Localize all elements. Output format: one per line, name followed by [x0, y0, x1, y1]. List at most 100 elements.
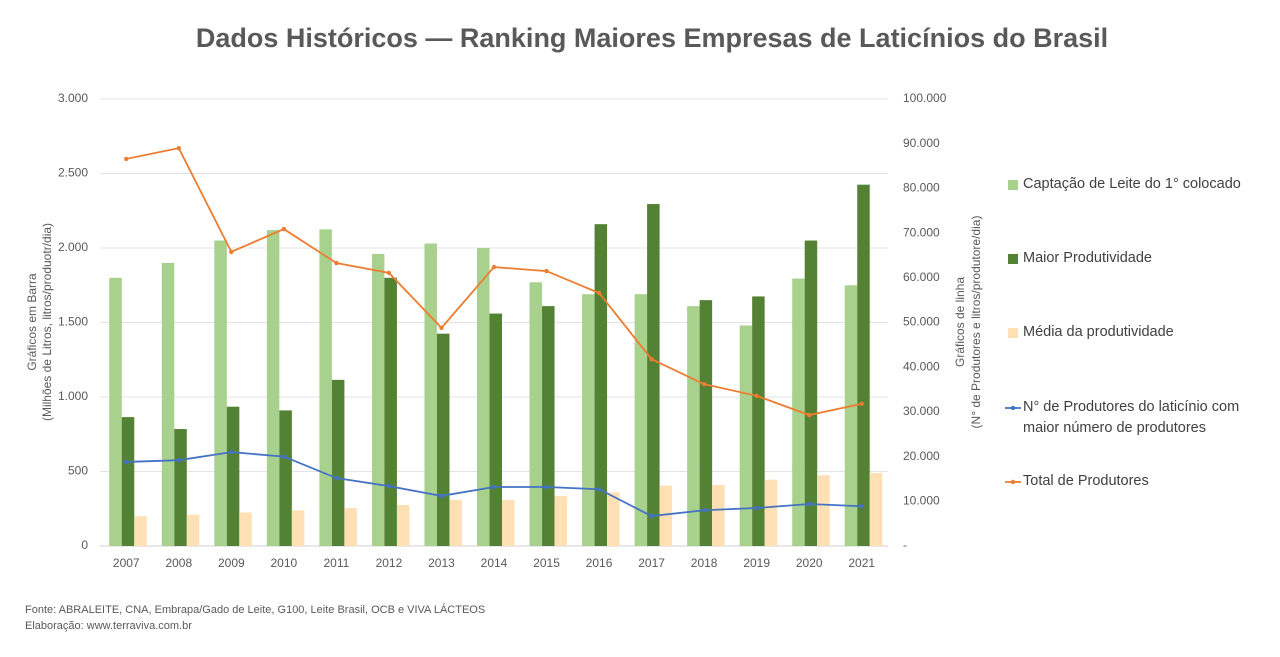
- bar: [687, 306, 700, 546]
- bar: [712, 484, 725, 546]
- bar: [424, 243, 437, 546]
- point: [859, 401, 864, 407]
- x-tick-label: 2021: [848, 556, 875, 570]
- bar: [291, 510, 305, 546]
- bar: [186, 514, 200, 546]
- x-tick-label: 2011: [323, 556, 349, 570]
- bar: [792, 278, 805, 546]
- x-tick-label: 2012: [376, 556, 403, 570]
- legend-swatch: [1008, 180, 1018, 190]
- bar: [659, 485, 673, 546]
- x-tick-label: 2018: [691, 556, 718, 570]
- point: [859, 504, 864, 509]
- bar: [226, 406, 240, 546]
- y2-tick-label: 50.000: [903, 315, 940, 329]
- point: [386, 483, 392, 489]
- y-axis-label: Gráficos em Barra: [25, 273, 39, 371]
- point: [491, 264, 497, 270]
- y2-tick-label: 10.000: [903, 493, 940, 507]
- y2-axis-label: Gráficos de linha: [953, 277, 967, 367]
- y-tick-label: 1.500: [58, 315, 88, 329]
- y2-tick-label: 40.000: [903, 359, 940, 373]
- legend-swatch: [1010, 479, 1016, 485]
- bar: [266, 230, 280, 546]
- point: [807, 412, 812, 418]
- bar: [582, 294, 595, 546]
- legend-swatch: [1008, 328, 1018, 338]
- point: [229, 249, 234, 255]
- bar: [554, 496, 568, 546]
- x-tick-label: 2016: [586, 556, 613, 570]
- chart-title: Dados Históricos — Ranking Maiores Empre…: [196, 23, 1108, 53]
- legend-item: Média da produtividade: [1005, 322, 1255, 343]
- point: [281, 226, 287, 232]
- point: [124, 459, 129, 465]
- point: [334, 260, 339, 266]
- y-tick-label: 2.500: [58, 166, 88, 180]
- bar: [857, 184, 870, 547]
- bar: [161, 262, 175, 546]
- bar: [214, 240, 227, 547]
- bar: [174, 429, 187, 546]
- point: [649, 356, 654, 362]
- bar: [279, 410, 292, 546]
- bar: [502, 499, 515, 546]
- y-axis-label: (Milhões de Litros, litros/produotr/dia): [40, 223, 54, 421]
- legend-item: N° de Produtores do laticínio com maior …: [1005, 397, 1255, 439]
- point: [439, 493, 444, 499]
- bar: [396, 505, 410, 546]
- bar: [634, 294, 648, 546]
- point: [807, 501, 812, 507]
- point: [649, 513, 654, 519]
- bar: [764, 479, 778, 546]
- bar: [436, 333, 450, 546]
- y-tick-label: 500: [68, 464, 88, 478]
- point: [491, 484, 497, 490]
- bar: [121, 417, 135, 546]
- bar: [477, 248, 490, 546]
- y2-tick-label: 70.000: [903, 225, 940, 239]
- bar: [449, 499, 462, 546]
- bar: [869, 472, 883, 546]
- bar: [752, 296, 765, 546]
- point: [754, 393, 759, 399]
- y2-tick-label: -: [903, 538, 907, 552]
- point: [596, 487, 602, 492]
- y2-tick-label: 60.000: [903, 270, 940, 284]
- x-tick-label: 2017: [638, 556, 665, 570]
- legend-swatch: [1010, 405, 1016, 411]
- point: [386, 270, 392, 276]
- legend-label: N° de Produtores do laticínio com maior …: [1023, 399, 1240, 436]
- bar: [239, 512, 252, 546]
- legend-swatch: [1008, 180, 1018, 190]
- bar: [647, 204, 660, 547]
- bar: [739, 325, 753, 546]
- x-tick-label: 2009: [218, 556, 245, 570]
- legend-swatch: [1008, 328, 1018, 338]
- bar: [817, 475, 830, 546]
- x-tick-label: 2015: [533, 556, 560, 570]
- legend-label: Captação de Leite do 1° colocado: [1023, 176, 1241, 192]
- point: [229, 449, 234, 455]
- source: Elaboração: www.terraviva.com.br: [25, 620, 192, 632]
- x-tick-label: 2013: [428, 556, 455, 570]
- point: [596, 290, 602, 296]
- legend-label: Total de Produtores: [1023, 473, 1149, 489]
- y-tick-label: 2.000: [58, 240, 88, 254]
- bar: [529, 282, 543, 546]
- bar: [371, 253, 385, 546]
- point: [754, 505, 759, 511]
- x-tick-label: 2010: [271, 556, 298, 570]
- y-tick-label: 0: [81, 538, 88, 552]
- legend-item: Total de Produtores: [1005, 471, 1255, 492]
- bar: [844, 285, 858, 546]
- point: [439, 325, 444, 331]
- legend-label: Maior Produtividade: [1023, 250, 1152, 266]
- bar: [384, 277, 397, 546]
- bar: [804, 240, 818, 547]
- x-tick-label: 2007: [113, 556, 140, 570]
- point: [701, 508, 707, 513]
- point: [176, 457, 181, 463]
